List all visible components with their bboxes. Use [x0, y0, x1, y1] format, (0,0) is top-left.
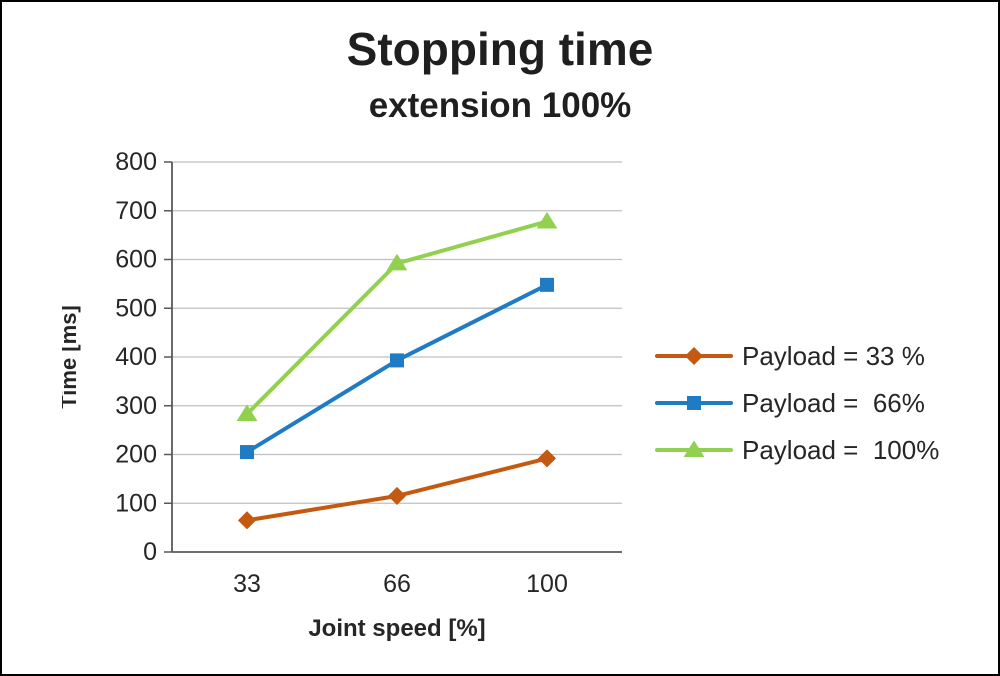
svg-text:500: 500: [115, 294, 157, 322]
legend-item-payload-33: Payload = 33 %: [655, 341, 939, 371]
chart-legend: Payload = 33 % Payload = 66% Payload = 1…: [655, 341, 939, 465]
svg-text:300: 300: [115, 392, 157, 420]
svg-text:100: 100: [115, 489, 157, 517]
legend-marker-triangle-icon: [655, 440, 733, 457]
svg-text:700: 700: [115, 197, 157, 225]
svg-text:400: 400: [115, 343, 157, 371]
svg-text:800: 800: [115, 148, 157, 176]
svg-text:600: 600: [115, 246, 157, 274]
svg-text:Time [ms]: Time [ms]: [62, 305, 81, 409]
svg-text:Joint speed [%]: Joint speed [%]: [308, 615, 485, 642]
line-chart-plot-area: 0 100 200 300 400 500 600 700 800 33 66 100 Time [ms…: [62, 148, 622, 642]
chart-title: Stopping time: [346, 23, 654, 75]
svg-text:66: 66: [383, 570, 411, 598]
legend-item-payload-66: Payload = 66%: [655, 388, 939, 418]
legend-marker-square-icon: [655, 396, 733, 410]
svg-text:200: 200: [115, 441, 157, 469]
legend-label: Payload = 100%: [742, 434, 940, 465]
chart-subtitle: extension 100%: [368, 86, 632, 125]
legend-label: Payload = 66%: [742, 387, 925, 418]
legend-item-payload-100: Payload = 100%: [655, 435, 939, 465]
svg-text:0: 0: [143, 538, 157, 566]
svg-text:33: 33: [233, 570, 261, 598]
legend-marker-diamond-icon: [655, 346, 733, 366]
svg-text:100: 100: [526, 570, 568, 598]
legend-label: Payload = 33 %: [742, 340, 925, 371]
